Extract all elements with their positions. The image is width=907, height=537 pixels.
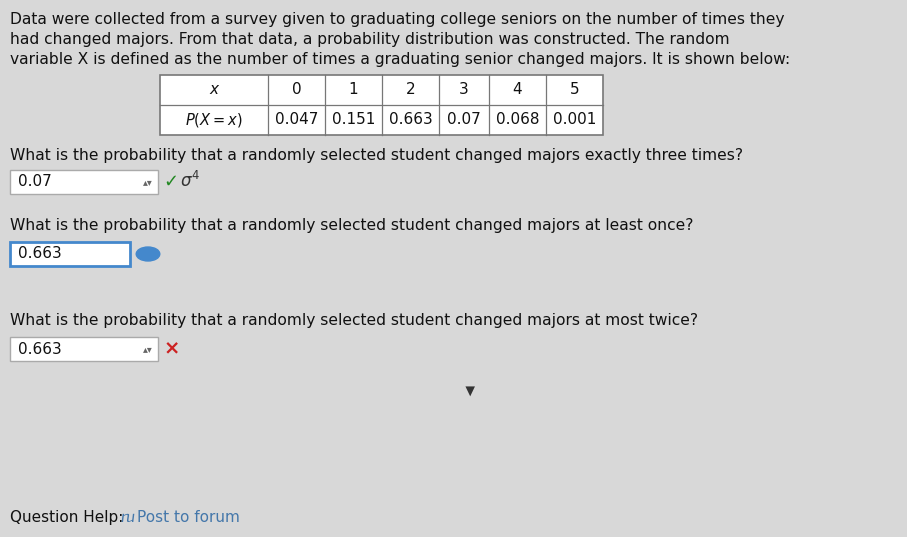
Text: ×: × [164, 339, 180, 359]
Text: had changed majors. From that data, a probability distribution was constructed. : had changed majors. From that data, a pr… [10, 32, 729, 47]
Bar [10, 337, 158, 361]
Text: variable X is defined as the number of times a graduating senior changed majors.: variable X is defined as the number of t… [10, 52, 790, 67]
Text: x: x [210, 83, 219, 98]
Text: 3: 3 [459, 83, 469, 98]
Text: 5: 5 [570, 83, 580, 98]
Text: ✓: ✓ [163, 173, 178, 191]
Text: Post to forum: Post to forum [137, 510, 239, 525]
Text: 4: 4 [512, 83, 522, 98]
Text: ▴▾: ▴▾ [143, 177, 153, 187]
Text: What is the probability that a randomly selected student changed majors exactly : What is the probability that a randomly … [10, 148, 743, 163]
Bar [10, 170, 158, 194]
Text: ▴▾: ▴▾ [143, 344, 153, 354]
Text: 0.047: 0.047 [275, 112, 318, 127]
Text: 0.663: 0.663 [18, 246, 62, 262]
Text: 0.068: 0.068 [496, 112, 540, 127]
Text: 0.001: 0.001 [552, 112, 596, 127]
Text: $P(X = x)$: $P(X = x)$ [185, 111, 243, 129]
Bar [10, 242, 130, 266]
Text: What is the probability that a randomly selected student changed majors at least: What is the probability that a randomly … [10, 218, 694, 233]
Text: 2: 2 [405, 83, 415, 98]
Text: 0.151: 0.151 [332, 112, 375, 127]
Text: 1: 1 [348, 83, 358, 98]
Text: 0.07: 0.07 [447, 112, 481, 127]
Bar [160, 75, 603, 135]
Text: ▲: ▲ [465, 383, 474, 396]
Text: 0.663: 0.663 [388, 112, 433, 127]
Text: 0.663: 0.663 [18, 342, 62, 357]
Text: 0: 0 [292, 83, 301, 98]
Text: $\sigma^4$: $\sigma^4$ [180, 171, 200, 191]
Circle shape [136, 247, 160, 261]
Text: Data were collected from a survey given to graduating college seniors on the num: Data were collected from a survey given … [10, 12, 785, 27]
Text: ⴠ: ⴠ [120, 510, 134, 525]
Text: 0.07: 0.07 [18, 175, 52, 190]
Text: Question Help:: Question Help: [10, 510, 123, 525]
Text: What is the probability that a randomly selected student changed majors at most : What is the probability that a randomly … [10, 313, 698, 328]
